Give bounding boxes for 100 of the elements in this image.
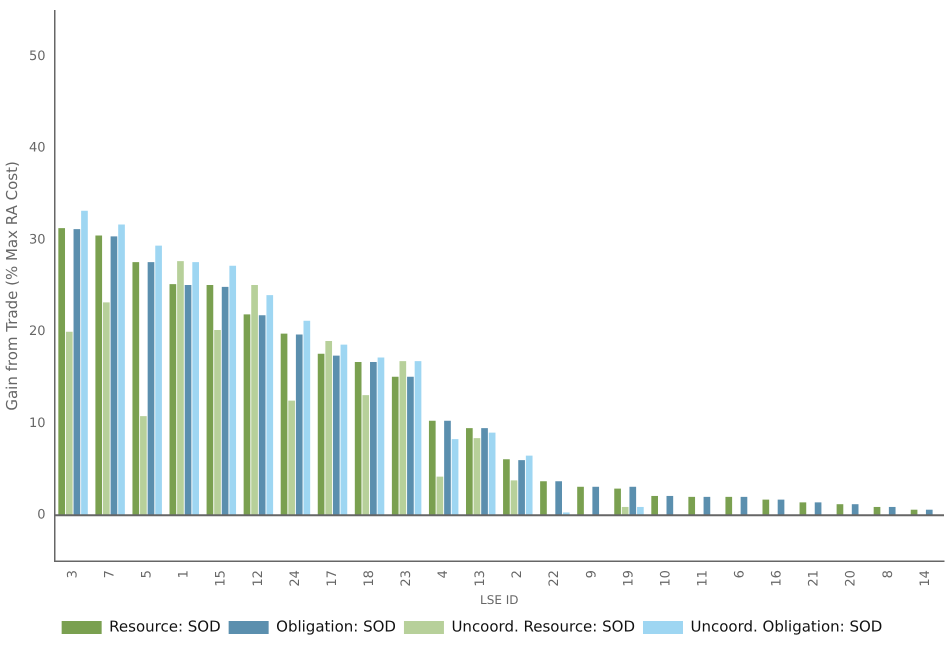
bar (452, 439, 458, 516)
bar (688, 496, 696, 516)
x-tick-label: 22 (547, 570, 562, 587)
bar (266, 295, 274, 516)
y-tick-label: 30 (28, 232, 46, 248)
bar (481, 428, 488, 516)
bar (184, 285, 192, 516)
bar (518, 460, 525, 516)
bar (280, 334, 288, 516)
bar (503, 459, 510, 516)
bar (325, 340, 332, 516)
x-tick-label: 15 (214, 570, 229, 587)
bar (362, 395, 370, 516)
x-tick-label: 6 (732, 570, 748, 578)
bar (392, 376, 399, 516)
y-tick-label: 40 (28, 140, 46, 156)
bar (296, 334, 303, 516)
x-tick-label: 16 (770, 570, 785, 587)
bar (428, 420, 436, 516)
legend-label: Obligation: SOD (276, 617, 396, 636)
bar (488, 432, 496, 516)
bar (95, 235, 102, 516)
bar (592, 486, 600, 516)
x-tick-label: 3 (65, 570, 80, 578)
x-tick-label: 23 (398, 570, 414, 587)
x-tick-label: 24 (288, 570, 303, 587)
bar (666, 496, 674, 516)
bar (778, 500, 784, 516)
bar (155, 246, 162, 516)
x-tick-label: 13 (473, 570, 488, 587)
y-tick-label: 10 (28, 416, 46, 431)
bar (318, 354, 324, 516)
x-tick-label: 7 (102, 570, 118, 578)
bar (466, 428, 473, 516)
bar (177, 261, 184, 516)
bar (614, 488, 621, 516)
bar (629, 486, 636, 516)
x-tick-label: 19 (621, 570, 636, 587)
x-tick-label: 9 (584, 570, 600, 578)
x-axis-title: LSE ID (480, 592, 519, 607)
bar (229, 266, 236, 516)
x-tick-label: 14 (918, 570, 933, 587)
x-tick-label: 1 (176, 570, 192, 578)
bar (725, 496, 732, 516)
bar (148, 262, 154, 516)
bar (222, 286, 228, 516)
x-tick-label: 20 (844, 570, 859, 587)
bar (555, 481, 562, 516)
x-tick-label: 2 (510, 570, 526, 578)
bar (444, 420, 451, 516)
bar (110, 236, 118, 516)
x-tick-label: 21 (806, 570, 822, 587)
bar (132, 262, 140, 516)
bar (407, 376, 414, 516)
bar (170, 284, 176, 516)
bar (332, 356, 340, 516)
bar (704, 496, 710, 516)
x-tick-label: 4 (436, 570, 452, 578)
legend-label: Uncoord. Resource: SOD (451, 617, 635, 636)
bar (370, 362, 377, 516)
legend-label: Uncoord. Obligation: SOD (690, 617, 882, 636)
bar (66, 332, 73, 516)
bar (74, 229, 80, 516)
bar (510, 480, 518, 516)
x-tick-label: 17 (324, 570, 340, 587)
x-tick-label: 8 (880, 570, 896, 578)
bar (474, 438, 480, 516)
bar (354, 362, 362, 516)
bar (102, 302, 110, 516)
bar (206, 285, 214, 516)
x-tick-label: 10 (658, 570, 674, 587)
bar (399, 361, 406, 516)
bar (814, 502, 822, 516)
bar (140, 416, 147, 516)
bar (214, 330, 221, 516)
bar (651, 496, 658, 516)
bar (540, 481, 547, 516)
bar (340, 344, 348, 516)
y-tick-label: 0 (37, 508, 46, 523)
x-tick-label: 5 (140, 570, 155, 578)
bar (258, 315, 266, 516)
legend-label: Resource: SOD (109, 617, 221, 636)
x-tick-label: 18 (362, 570, 377, 587)
bar (303, 320, 310, 516)
bar (378, 357, 384, 516)
y-tick-label: 50 (28, 49, 46, 64)
bar (244, 314, 250, 516)
x-tick-label: 11 (695, 570, 710, 587)
x-tick-label: 12 (250, 570, 266, 587)
bar (577, 486, 584, 516)
y-axis-title: Gain from Trade (% Max RA Cost) (2, 161, 21, 411)
bar (740, 496, 748, 516)
bar (58, 228, 66, 516)
bar (762, 500, 770, 516)
bar (288, 400, 295, 516)
bar (526, 456, 533, 516)
y-tick-label: 20 (28, 324, 46, 340)
bar (118, 224, 125, 516)
bar (436, 476, 444, 516)
bar (414, 361, 422, 516)
